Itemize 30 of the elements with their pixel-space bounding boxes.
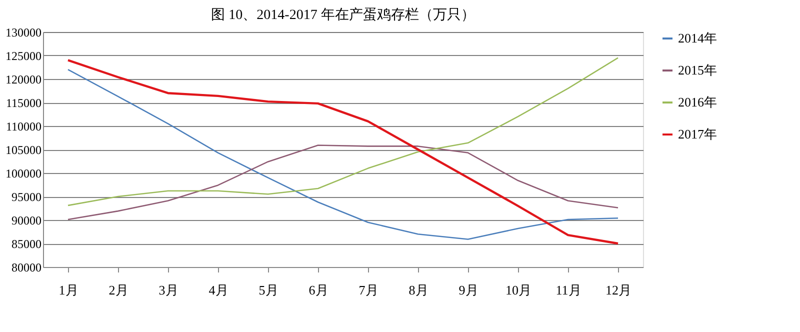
y-tick-label: 85000 bbox=[12, 237, 42, 251]
x-tick-label: 12月 bbox=[606, 282, 632, 298]
x-tick-label: 1月 bbox=[58, 282, 78, 298]
y-tick-label: 120000 bbox=[6, 72, 42, 86]
y-tick-label: 130000 bbox=[6, 26, 42, 40]
line-series bbox=[67, 57, 619, 206]
y-tick-label: 90000 bbox=[12, 214, 42, 228]
y-tick-label: 95000 bbox=[12, 190, 42, 204]
x-tick-label: 8月 bbox=[408, 282, 428, 298]
chart-title: 图 10、2014-2017 年在产蛋鸡存栏（万只） bbox=[211, 7, 475, 23]
y-tick-label: 100000 bbox=[6, 166, 42, 180]
x-tick-label: 3月 bbox=[158, 282, 178, 298]
legend-label: 2015年 bbox=[678, 62, 717, 78]
line-series bbox=[67, 144, 619, 220]
x-tick-label: 4月 bbox=[208, 282, 228, 298]
x-tick-label: 9月 bbox=[458, 282, 478, 298]
y-tick-label: 80000 bbox=[12, 260, 42, 274]
x-tick-label: 11月 bbox=[556, 282, 582, 298]
legend-label: 2014年 bbox=[678, 30, 717, 46]
x-tick-label: 10月 bbox=[506, 282, 532, 298]
x-tick-label: 7月 bbox=[358, 282, 378, 298]
y-tick-label: 125000 bbox=[6, 49, 42, 63]
y-tick-label: 105000 bbox=[6, 143, 42, 157]
x-tick-label: 6月 bbox=[308, 282, 328, 298]
y-tick-label: 115000 bbox=[6, 96, 42, 110]
x-tick-label: 2月 bbox=[108, 282, 128, 298]
x-tick-label: 5月 bbox=[258, 282, 278, 298]
legend-label: 2016年 bbox=[678, 94, 717, 110]
legend-label: 2017年 bbox=[678, 126, 717, 142]
y-tick-label: 110000 bbox=[6, 120, 42, 134]
